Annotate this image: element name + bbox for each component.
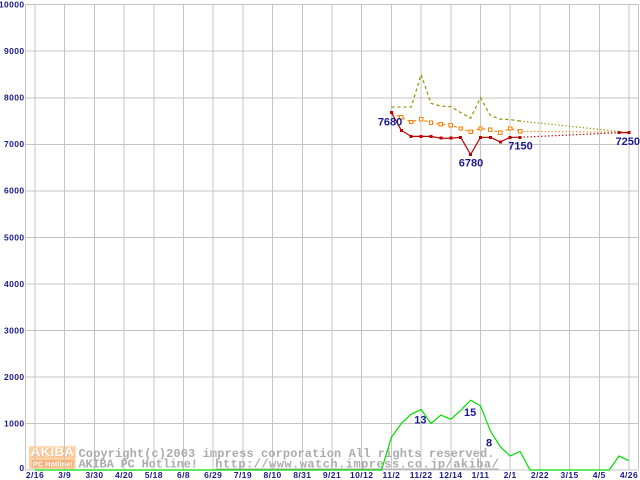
svg-text:10/12: 10/12 (350, 470, 373, 480)
svg-text:2/1: 2/1 (504, 470, 517, 480)
svg-text:2/16: 2/16 (26, 470, 44, 480)
svg-text:8: 8 (486, 438, 492, 450)
svg-text:7680: 7680 (378, 116, 402, 128)
svg-text:11/2: 11/2 (383, 470, 401, 480)
svg-text:10000: 10000 (0, 0, 25, 10)
svg-text:3/15: 3/15 (561, 470, 579, 480)
svg-text:15: 15 (464, 407, 476, 419)
svg-text:2/22: 2/22 (531, 470, 549, 480)
svg-text:12/14: 12/14 (439, 470, 462, 480)
svg-text:6/8: 6/8 (177, 470, 190, 480)
svg-text:PC Hotline!: PC Hotline! (33, 460, 73, 469)
svg-text:4/26: 4/26 (620, 470, 638, 480)
svg-text:8000: 8000 (4, 93, 25, 103)
svg-text:0: 0 (19, 463, 24, 473)
svg-text:4/20: 4/20 (115, 470, 133, 480)
svg-text:http://www.watch.impress.co.jp: http://www.watch.impress.co.jp/akiba/ (215, 457, 499, 471)
svg-text:9/21: 9/21 (323, 470, 341, 480)
svg-text:5/18: 5/18 (145, 470, 163, 480)
svg-text:9000: 9000 (4, 46, 25, 56)
svg-text:7150: 7150 (508, 140, 532, 152)
svg-text:7/19: 7/19 (234, 470, 252, 480)
svg-text:3/9: 3/9 (58, 470, 71, 480)
svg-text:8/10: 8/10 (264, 470, 282, 480)
svg-text:8/31: 8/31 (293, 470, 311, 480)
svg-text:1/11: 1/11 (472, 470, 490, 480)
svg-text:3/30: 3/30 (85, 470, 103, 480)
svg-text:11/22: 11/22 (410, 470, 433, 480)
svg-text:4/5: 4/5 (593, 470, 606, 480)
svg-text:AKIBA: AKIBA (31, 445, 75, 459)
svg-text:7250: 7250 (616, 136, 640, 148)
svg-text:6000: 6000 (4, 186, 25, 196)
svg-text:Copyright(c)2003 impress corpo: Copyright(c)2003 impress corporation All… (79, 447, 495, 461)
svg-text:6/29: 6/29 (204, 470, 222, 480)
svg-text:7000: 7000 (4, 139, 25, 149)
svg-text:2000: 2000 (4, 372, 25, 382)
svg-text:1000: 1000 (4, 418, 25, 428)
svg-text:3000: 3000 (4, 325, 25, 335)
svg-text:AKIBA PC Hotline!: AKIBA PC Hotline! (79, 457, 199, 471)
svg-text:5000: 5000 (4, 232, 25, 242)
svg-text:4000: 4000 (4, 279, 25, 289)
svg-text:13: 13 (414, 414, 426, 426)
svg-text:6780: 6780 (459, 157, 483, 169)
